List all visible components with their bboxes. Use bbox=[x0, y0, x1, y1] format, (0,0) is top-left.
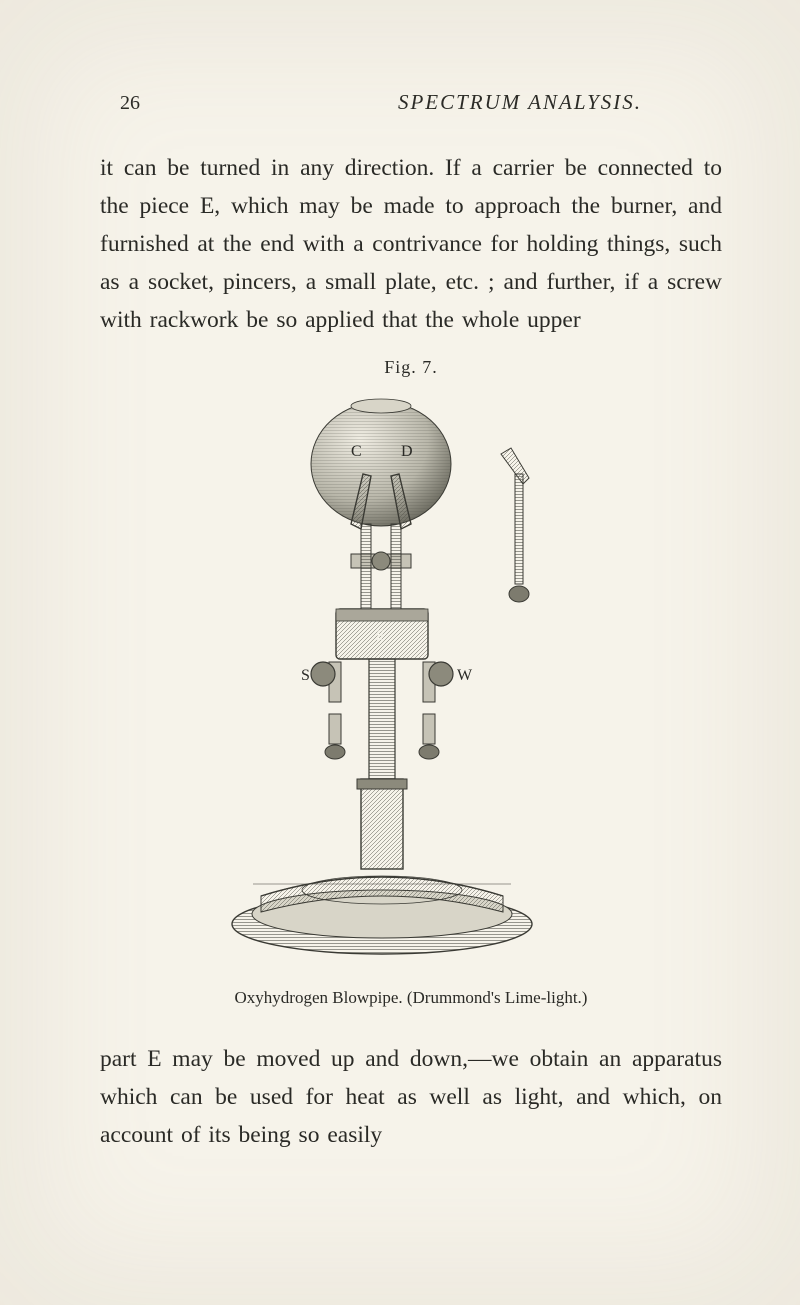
label-S: S bbox=[301, 667, 310, 684]
label-E: E bbox=[376, 628, 385, 644]
base bbox=[232, 876, 532, 954]
figure-label: Fig. 7. bbox=[100, 357, 722, 378]
page-number: 26 bbox=[120, 92, 140, 115]
paragraph-bottom: part E may be moved up and down,—we obta… bbox=[100, 1040, 722, 1154]
stopcock-left: S bbox=[301, 662, 345, 759]
label-C: C bbox=[351, 443, 362, 460]
paragraph-top: it can be turned in any direction. If a … bbox=[100, 149, 722, 339]
cross-piece bbox=[351, 552, 411, 570]
label-W: W bbox=[457, 667, 473, 684]
column bbox=[357, 659, 407, 869]
running-head: 26 SPECTRUM ANALYSIS. bbox=[100, 90, 722, 115]
side-tool bbox=[501, 448, 529, 602]
burner-body: E bbox=[336, 609, 428, 659]
running-title: SPECTRUM ANALYSIS. bbox=[398, 90, 642, 115]
stopcock-right: W bbox=[419, 662, 473, 759]
lime-sphere: C D bbox=[311, 399, 451, 526]
label-D: D bbox=[401, 443, 413, 460]
figure-caption: Oxyhydrogen Blowpipe. (Drummond's Lime-l… bbox=[100, 988, 722, 1008]
book-page: 26 SPECTRUM ANALYSIS. it can be turned i… bbox=[0, 0, 800, 1305]
figure-illustration: C D E bbox=[201, 384, 621, 974]
